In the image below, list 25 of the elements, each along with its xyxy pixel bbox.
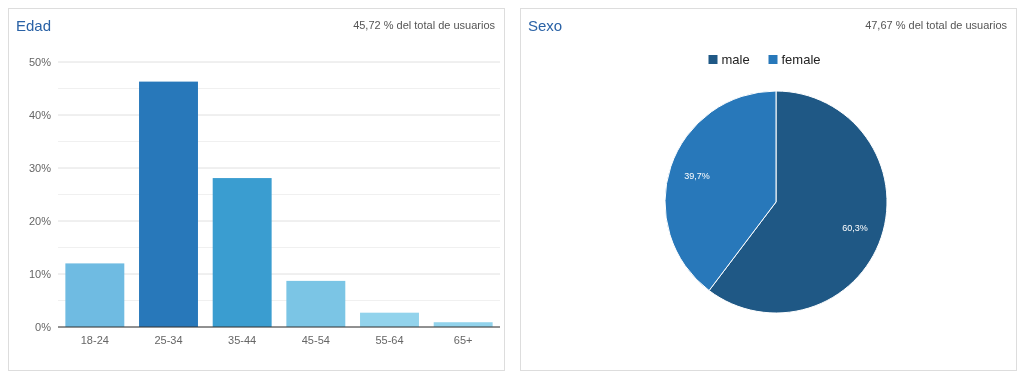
x-tick-label: 65+ (453, 334, 473, 346)
chart-title: Sexo (528, 17, 563, 34)
y-tick-label: 10% (28, 268, 52, 280)
legend-label: male (721, 52, 750, 67)
y-tick-label: 50% (28, 56, 52, 68)
bar (212, 178, 272, 327)
data-label: 60,3% (842, 223, 868, 234)
bar (65, 263, 125, 327)
x-tick-label: 25-34 (154, 334, 183, 346)
legend-label: female (781, 52, 821, 67)
x-tick-label: 55-64 (375, 334, 404, 346)
x-tick-label: 35-44 (228, 334, 257, 346)
y-tick-label: 20% (28, 215, 52, 227)
bar (139, 81, 198, 327)
bar (360, 312, 419, 327)
y-tick-label: 30% (28, 162, 52, 174)
y-tick-label: 40% (28, 109, 52, 121)
bar (286, 280, 346, 327)
x-tick-label: 18-24 (80, 334, 109, 346)
y-tick-label: 0% (35, 321, 52, 333)
data-label: 39,7% (684, 170, 710, 181)
chart-subtitle: 45,72 % del total de usuarios (353, 19, 496, 31)
chart-title: Edad (16, 17, 52, 34)
text: 47,67 % del total de usuarios (865, 19, 1008, 31)
x-tick-label: 45-54 (301, 334, 330, 346)
